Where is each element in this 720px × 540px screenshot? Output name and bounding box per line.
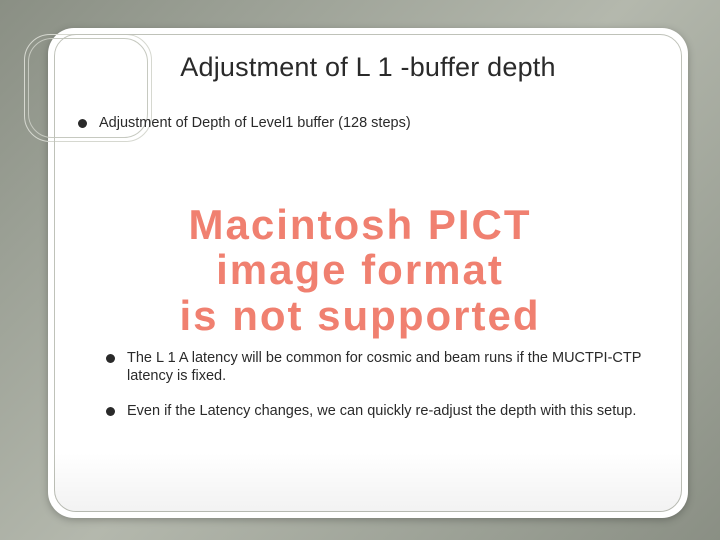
bullet-icon [106, 407, 115, 416]
bullet-list: Adjustment of Depth of Level1 buffer (12… [78, 114, 658, 430]
slide-frame: Adjustment of L 1 -buffer depth Adjustme… [48, 28, 688, 518]
list-item: Adjustment of Depth of Level1 buffer (12… [78, 114, 658, 133]
bullet-text: Even if the Latency changes, we can quic… [127, 402, 636, 421]
slide-title: Adjustment of L 1 -buffer depth [48, 52, 688, 83]
list-item: Even if the Latency changes, we can quic… [106, 402, 658, 421]
bullet-text: The L 1 A latency will be common for cos… [127, 349, 658, 386]
list-item: The L 1 A latency will be common for cos… [106, 349, 658, 386]
frame-bottom-shade [54, 452, 682, 512]
bullet-icon [106, 354, 115, 363]
bullet-text: Adjustment of Depth of Level1 buffer (12… [99, 114, 411, 133]
bullet-icon [78, 119, 87, 128]
